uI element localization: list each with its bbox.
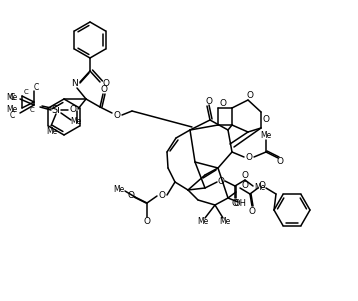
Text: O: O xyxy=(246,153,252,162)
Text: Me: Me xyxy=(6,94,18,103)
Text: O: O xyxy=(113,110,121,119)
Text: Si: Si xyxy=(52,105,61,115)
Text: Me: Me xyxy=(113,185,125,194)
Text: C: C xyxy=(33,82,39,92)
Text: O: O xyxy=(242,172,248,181)
Text: C: C xyxy=(9,110,15,119)
Text: C: C xyxy=(9,92,15,101)
Text: Me: Me xyxy=(260,132,272,141)
Text: O: O xyxy=(218,176,224,185)
Text: O: O xyxy=(127,191,135,200)
Text: O: O xyxy=(219,100,227,108)
Text: Me: Me xyxy=(6,105,18,114)
Text: O: O xyxy=(144,218,150,226)
Text: O: O xyxy=(248,206,256,216)
Text: O: O xyxy=(205,97,213,105)
Text: O: O xyxy=(232,198,238,207)
Text: Me: Me xyxy=(219,218,231,226)
Text: O: O xyxy=(159,191,165,200)
Text: N: N xyxy=(71,79,77,88)
Text: C: C xyxy=(30,107,34,113)
Text: O: O xyxy=(276,157,284,166)
Text: Me: Me xyxy=(197,218,209,226)
Text: OH: OH xyxy=(233,198,247,207)
Text: O: O xyxy=(247,91,253,100)
Text: O: O xyxy=(101,85,107,95)
Text: O: O xyxy=(102,79,110,88)
Text: Me: Me xyxy=(71,117,82,126)
Text: C: C xyxy=(24,89,28,95)
Text: O: O xyxy=(262,116,270,125)
Text: O: O xyxy=(242,181,248,190)
Text: O: O xyxy=(69,105,77,114)
Text: Me: Me xyxy=(255,184,266,193)
Text: Me: Me xyxy=(47,128,58,136)
Text: O: O xyxy=(258,182,266,191)
